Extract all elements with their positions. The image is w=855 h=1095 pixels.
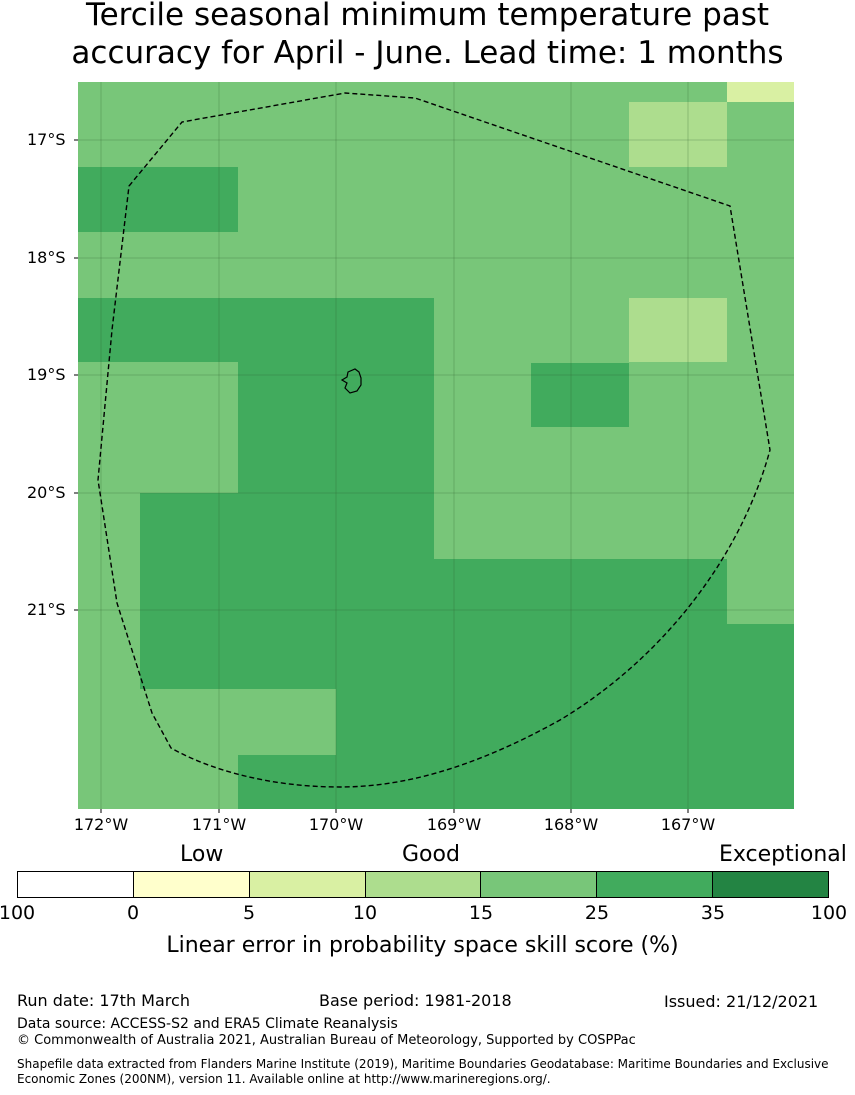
lon-label: 170°W: [308, 815, 364, 834]
cell-10-15: [629, 102, 727, 167]
lon-label: 171°W: [191, 815, 247, 834]
colorbar-label: Linear error in probability space skill …: [166, 933, 679, 958]
cell-25-35: [238, 755, 794, 809]
lon-label: 172°W: [73, 815, 129, 834]
colorbar-tick: 35: [700, 902, 726, 924]
cell-25-35: [78, 167, 238, 232]
cell-25-35: [238, 362, 434, 493]
legend-category-exceptional: Exceptional: [719, 842, 847, 867]
title-line-2: accuracy for April - June. Lead time: 1 …: [71, 35, 784, 71]
colorbar-tick: 15: [468, 902, 494, 924]
lon-label: 167°W: [660, 815, 716, 834]
colorbar: [17, 871, 829, 898]
run-date: Run date: 17th March: [17, 991, 190, 1010]
colorbar-segment: [481, 872, 598, 897]
base-period: Base period: 1981-2018: [319, 991, 512, 1010]
axis-ticks: [74, 139, 689, 813]
lon-label: 169°W: [426, 815, 482, 834]
cell-5-10: [727, 82, 794, 102]
shapefile-credit: Shapefile data extracted from Flanders M…: [17, 1057, 829, 1086]
lon-label: 168°W: [543, 815, 599, 834]
colorbar-tick: 100: [810, 902, 848, 924]
cell-25-35: [78, 298, 434, 362]
map-title: Tercile seasonal minimum temperature pas…: [0, 0, 855, 72]
issued-date: Issued: 21/12/2021: [664, 992, 819, 1011]
legend-category-low: Low: [180, 842, 224, 867]
eez-boundary: [97, 92, 771, 788]
cell-25-35: [336, 689, 794, 755]
cell-25-35: [140, 559, 727, 689]
colorbar-segment: [133, 872, 250, 897]
colorbar-tick: 100: [0, 902, 36, 924]
cell-25-35: [727, 624, 794, 689]
colorbar-tick: 10: [352, 902, 378, 924]
lat-label: 18°S: [27, 248, 66, 267]
copyright: © Commonwealth of Australia 2021, Austra…: [17, 1033, 636, 1048]
skill-cells-10-15: [629, 102, 727, 362]
lat-label: 20°S: [27, 483, 66, 502]
colorbar-segment: [18, 872, 134, 897]
cell-25-35: [531, 363, 629, 427]
data-source: Data source: ACCESS-S2 and ERA5 Climate …: [17, 1016, 398, 1032]
cell-10-15: [629, 298, 727, 362]
colorbar-segment: [713, 872, 829, 897]
island-outline: [340, 368, 362, 394]
lat-label: 19°S: [27, 365, 66, 384]
colorbar-segment: [249, 872, 366, 897]
title-line-1: Tercile seasonal minimum temperature pas…: [85, 0, 770, 33]
colorbar-segment: [365, 872, 482, 897]
colorbar-tick: 25: [584, 902, 610, 924]
colorbar-tick: 0: [126, 902, 140, 924]
lat-label: 17°S: [27, 130, 66, 149]
colorbar-tick: 5: [242, 902, 256, 924]
lat-label: 21°S: [27, 600, 66, 619]
skill-map: [74, 82, 794, 813]
cell-25-35: [140, 493, 434, 559]
colorbar-segment: [597, 872, 714, 897]
skill-cells-25-35: [78, 167, 794, 809]
legend-category-good: Good: [402, 842, 460, 867]
